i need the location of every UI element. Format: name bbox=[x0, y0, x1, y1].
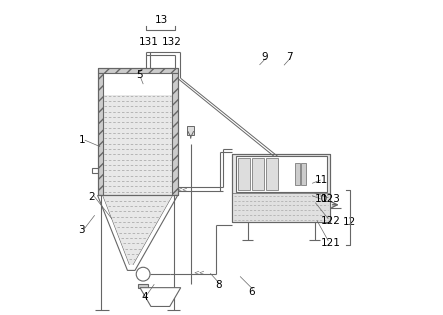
Text: 4: 4 bbox=[141, 292, 148, 302]
Bar bbox=[103, 95, 172, 196]
Bar bbox=[92, 168, 97, 173]
Bar bbox=[172, 73, 178, 196]
Bar bbox=[233, 154, 330, 222]
Bar bbox=[295, 163, 299, 185]
Bar bbox=[233, 154, 330, 222]
Text: <<: << bbox=[194, 269, 206, 275]
Text: 8: 8 bbox=[215, 280, 222, 290]
Bar bbox=[233, 193, 330, 222]
Text: 5: 5 bbox=[136, 70, 143, 80]
Bar bbox=[97, 68, 178, 73]
Bar bbox=[252, 158, 264, 190]
Bar bbox=[266, 158, 278, 190]
Text: 10: 10 bbox=[315, 194, 328, 204]
Circle shape bbox=[136, 267, 150, 281]
Text: 7: 7 bbox=[286, 52, 292, 62]
Bar bbox=[103, 73, 172, 95]
Bar bbox=[238, 158, 250, 190]
Bar bbox=[97, 73, 103, 196]
Bar bbox=[138, 284, 148, 288]
Bar bbox=[233, 193, 330, 222]
Polygon shape bbox=[103, 196, 172, 265]
Text: 3: 3 bbox=[78, 225, 84, 235]
Text: 123: 123 bbox=[321, 194, 341, 204]
Text: 9: 9 bbox=[261, 52, 268, 62]
Text: 121: 121 bbox=[321, 238, 341, 248]
Text: <<: << bbox=[176, 186, 188, 192]
Text: 11: 11 bbox=[315, 175, 328, 185]
Bar bbox=[236, 156, 326, 192]
Text: 2: 2 bbox=[88, 192, 95, 202]
Text: 122: 122 bbox=[321, 216, 341, 226]
Text: 6: 6 bbox=[248, 287, 255, 297]
Bar bbox=[301, 163, 306, 185]
Bar bbox=[97, 68, 178, 196]
Text: 132: 132 bbox=[162, 37, 182, 47]
Polygon shape bbox=[140, 288, 181, 306]
Text: 1: 1 bbox=[78, 135, 85, 145]
Bar bbox=[187, 126, 194, 135]
Text: 12: 12 bbox=[343, 217, 356, 227]
Text: 131: 131 bbox=[139, 37, 159, 47]
Text: 13: 13 bbox=[155, 15, 168, 25]
